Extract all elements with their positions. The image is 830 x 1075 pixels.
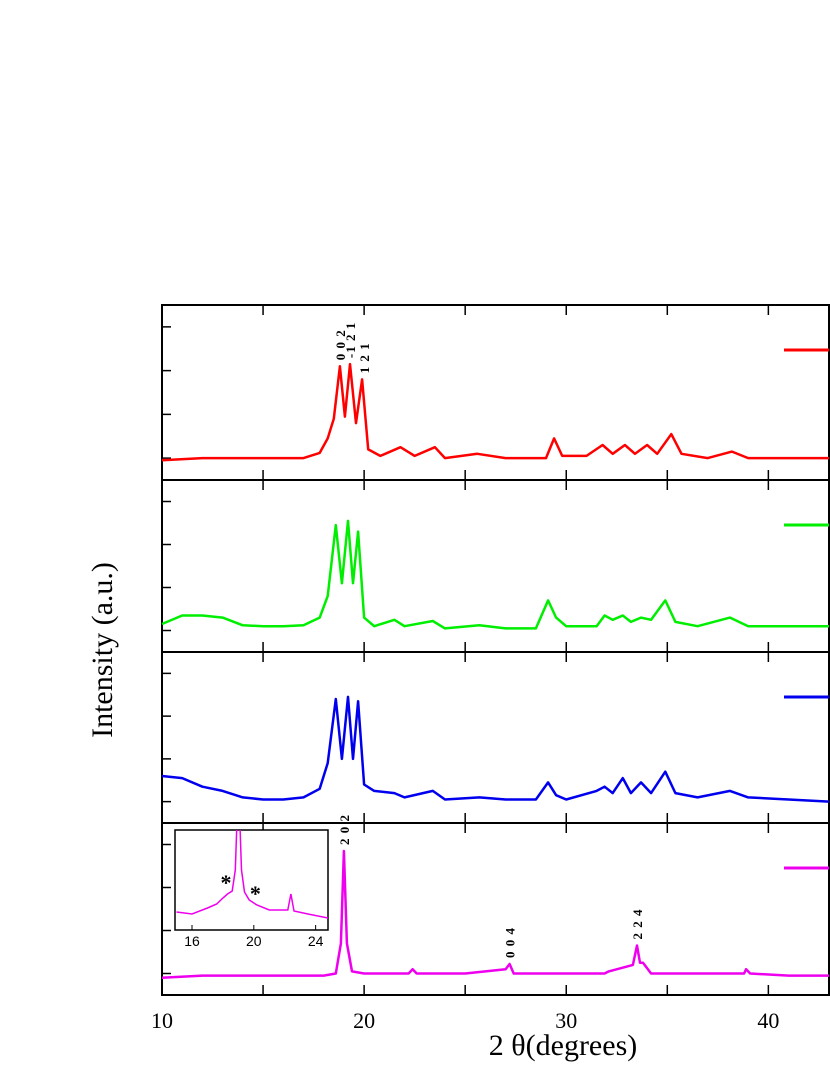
inset-marker: * [221, 870, 232, 895]
data-line [161, 695, 830, 803]
peak-label: 1 2 1 [357, 342, 372, 373]
x-tick-label: 40 [757, 1008, 779, 1033]
data-line [161, 362, 829, 462]
panel-frame [161, 651, 830, 824]
inset-frame [174, 829, 329, 931]
x-tick-label: 10 [151, 1008, 173, 1033]
panel-frame [161, 822, 830, 996]
peak-label: 2 2 4 [630, 909, 645, 940]
inset-line [176, 830, 328, 919]
peak-label: 0 0 2 [333, 329, 348, 360]
y-axis-label: Intensity (a.u.) [86, 562, 119, 738]
inset-marker: * [250, 881, 261, 906]
x-tick-label: 20 [353, 1008, 375, 1033]
inset-x-tick-label: 16 [184, 933, 200, 949]
peak-label: -1 2 1 [343, 322, 358, 358]
data-line [161, 519, 829, 630]
peak-label: 0 0 4 [503, 927, 518, 958]
peak-label: 2 0 2 [337, 814, 352, 845]
inset-x-tick-label: 20 [246, 933, 262, 949]
x-tick-label: 30 [555, 1008, 577, 1033]
inset-x-tick-label: 24 [308, 933, 324, 949]
x-axis-label: 2 θ(degrees) [489, 1029, 637, 1062]
panel-frame [161, 304, 830, 481]
data-line [161, 849, 829, 980]
